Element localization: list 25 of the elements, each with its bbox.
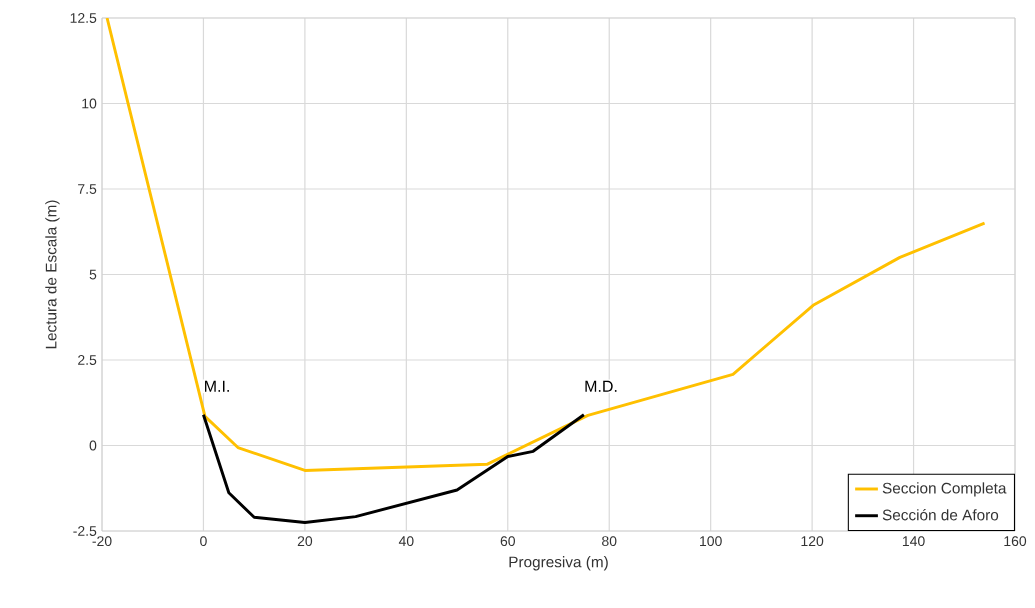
x-tick-label: -20 [92, 536, 112, 547]
x-tick-label: 120 [801, 536, 824, 547]
line-series [201, 413, 586, 524]
y-tick-label: -2.5 [73, 526, 97, 536]
y-tick-label: 0 [89, 440, 97, 451]
x-tick-label: 60 [500, 536, 516, 547]
legend-label: Sección de Aforo [882, 508, 999, 521]
y-tick-label: 12.5 [70, 13, 97, 23]
annotation: M.D. [585, 380, 617, 392]
y-tick-label: 5 [89, 269, 97, 280]
x-tick-label: 0 [200, 536, 207, 547]
annotation: M.I. [205, 380, 229, 392]
x-tick-label: 140 [902, 536, 925, 547]
y-tick-label: 10 [82, 98, 97, 109]
y-tick-label: 7.5 [78, 184, 97, 194]
y-axis-title: Lectura de Escala (m) [45, 200, 60, 349]
x-tick-label: 160 [1004, 536, 1027, 547]
x-tick-label: 80 [602, 536, 617, 547]
x-tick-label: 40 [398, 536, 414, 547]
y-tick-label: 2.5 [78, 355, 97, 365]
x-tick-label: 100 [700, 536, 722, 547]
legend-label: Seccion Completa [882, 482, 1007, 497]
line-series [105, 18, 987, 472]
x-axis-title: Progresiva (m) [509, 556, 608, 571]
x-tick-label: 20 [297, 536, 313, 547]
